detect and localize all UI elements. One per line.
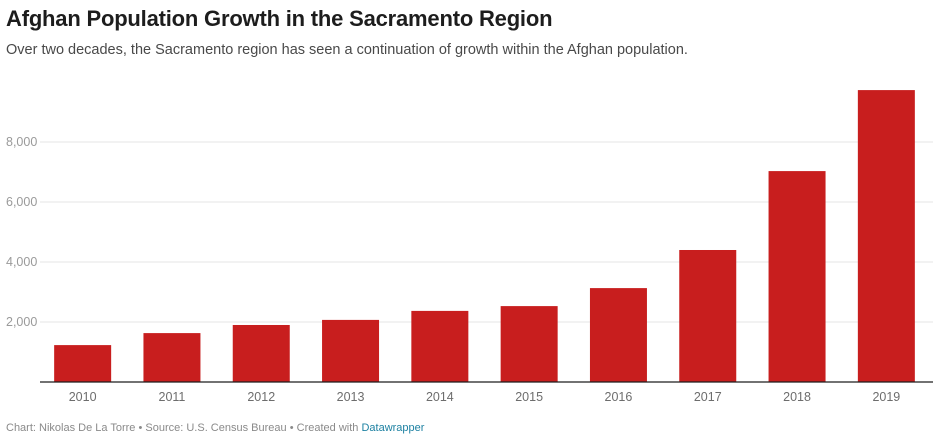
chart-credit: Chart: Nikolas De La Torre (6, 422, 136, 434)
x-tick-label: 2016 (605, 390, 633, 404)
bar-2011 (143, 333, 201, 382)
chart-title: Afghan Population Growth in the Sacramen… (6, 6, 553, 31)
x-tick-label: 2018 (783, 390, 811, 404)
bars (54, 90, 915, 383)
bar-2019 (857, 90, 915, 383)
bar-2010 (54, 345, 112, 382)
bar-2012 (232, 324, 290, 382)
x-axis-labels: 2010 2011 2012 2013 2014 2015 2016 2017 2018 2019 (69, 390, 901, 404)
y-tick-label: 8,000 (6, 135, 37, 149)
x-tick-label: 2014 (426, 390, 454, 404)
separator: • (138, 422, 143, 434)
bar-2016 (589, 288, 647, 382)
created-with-text: Created with (296, 422, 359, 434)
x-tick-label: 2013 (337, 390, 365, 404)
y-tick-label: 2,000 (6, 315, 37, 329)
bar-2018 (768, 171, 826, 382)
y-tick-label: 6,000 (6, 195, 37, 209)
y-axis-ticks: 2,000 4,000 6,000 8,000 (6, 135, 37, 329)
bar-2015 (500, 306, 558, 382)
chart-footer: Chart: Nikolas De La Torre • Source: U.S… (6, 422, 424, 434)
source-credit: Source: U.S. Census Bureau (145, 422, 287, 434)
y-tick-label: 4,000 (6, 255, 37, 269)
datawrapper-link[interactable]: Datawrapper (361, 422, 425, 434)
bar-2017 (679, 249, 737, 382)
separator: • (289, 422, 294, 434)
x-tick-label: 2015 (515, 390, 543, 404)
bar-2013 (322, 319, 380, 382)
chart-subtitle: Over two decades, the Sacramento region … (6, 42, 688, 58)
bar-2014 (411, 310, 469, 382)
x-tick-label: 2012 (247, 390, 275, 404)
x-tick-label: 2017 (694, 390, 722, 404)
x-tick-label: 2019 (872, 390, 900, 404)
x-tick-label: 2010 (69, 390, 97, 404)
x-tick-label: 2011 (159, 390, 186, 404)
